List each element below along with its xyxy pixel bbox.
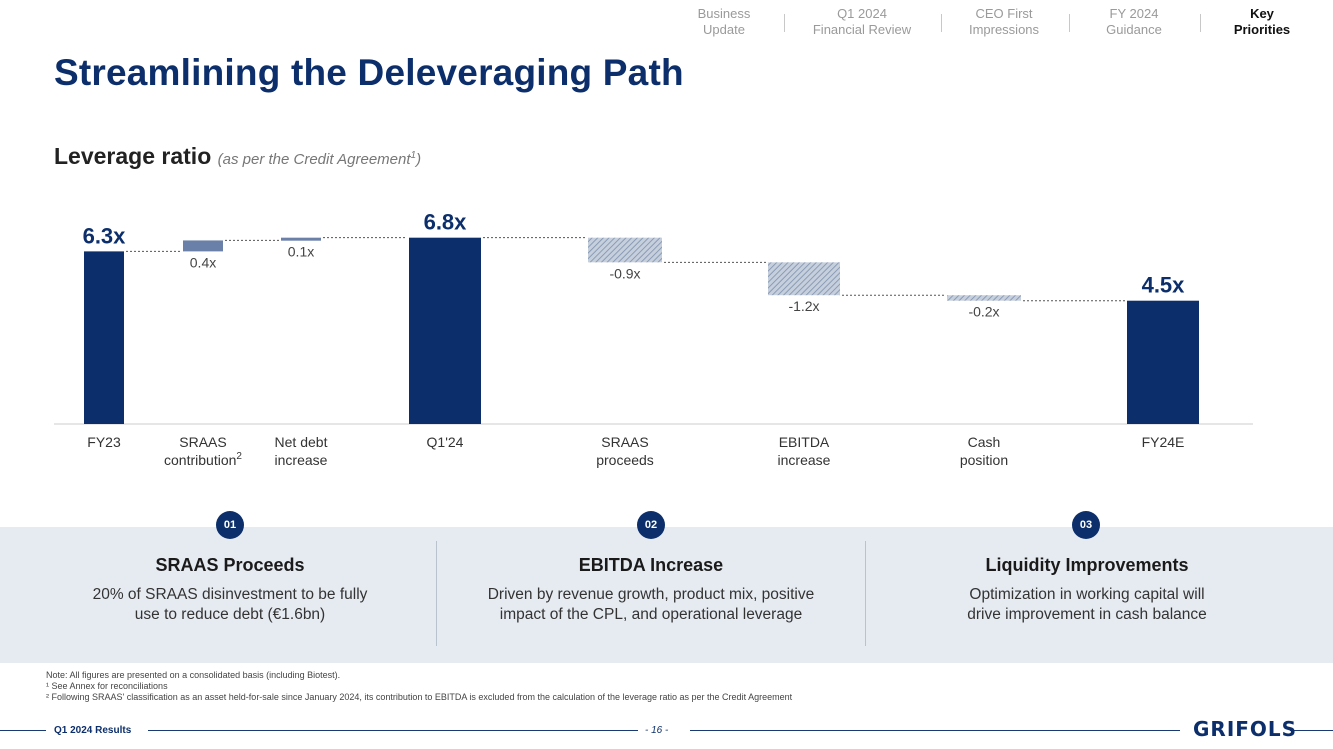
page-number: - 16 - xyxy=(645,725,669,736)
chart-title-note-close: ) xyxy=(416,151,422,168)
bar-ebitda xyxy=(768,262,840,296)
x-tick-label: increase xyxy=(778,452,831,468)
priority-text-line: Driven by revenue growth, product mix, p… xyxy=(487,586,815,603)
footnote-ref: 1 xyxy=(410,150,417,161)
x-tick-label: contribution2 xyxy=(164,451,242,468)
footnotes: Note: All figures are presented on a con… xyxy=(46,670,792,703)
footnote-line: ² Following SRAAS' classification as an … xyxy=(46,692,793,702)
x-tick-label: FY24E xyxy=(1142,434,1185,450)
data-label: 6.3x xyxy=(83,223,127,248)
priority-liquidity-improvements: Liquidity Improvements Optimization in w… xyxy=(887,555,1287,625)
nav-divider xyxy=(784,14,785,32)
priority-number-badge: 02 xyxy=(637,511,665,539)
data-label: 0.1x xyxy=(288,244,314,260)
x-tick-label: EBITDA xyxy=(779,434,830,450)
data-label: -1.2x xyxy=(788,298,819,314)
x-tick-label: SRAAS xyxy=(601,434,648,450)
data-label: -0.9x xyxy=(609,265,640,281)
footer-rule xyxy=(1290,730,1333,731)
chart-title-main: Leverage ratio xyxy=(54,143,212,169)
data-label: 0.4x xyxy=(190,254,216,270)
nav-item-line: Update xyxy=(703,22,745,37)
priority-ebitda-increase: EBITDA Increase Driven by revenue growth… xyxy=(451,555,851,625)
column-divider xyxy=(436,541,437,646)
bar-cash xyxy=(947,295,1021,301)
nav-item-line: CEO First xyxy=(975,6,1033,21)
section-nav: Business Update Q1 2024 Financial Review… xyxy=(680,6,1320,42)
bar-fy23 xyxy=(84,251,124,424)
data-label: -0.2x xyxy=(968,304,999,320)
data-label: 6.8x xyxy=(424,210,468,235)
bar-sraas xyxy=(183,240,223,252)
priority-text-line: impact of the CPL, and operational lever… xyxy=(499,606,803,623)
chart-title-note: (as per the Credit Agreement1) xyxy=(217,150,422,168)
x-tick-label: Cash xyxy=(968,434,1001,450)
x-tick-label: Net debt xyxy=(275,434,328,450)
data-label: 4.5x xyxy=(1142,273,1186,298)
priority-number-badge: 03 xyxy=(1072,511,1100,539)
priorities-panel xyxy=(0,527,1333,663)
footer-report-name: Q1 2024 Results xyxy=(54,725,132,736)
bar-net-debt xyxy=(281,237,321,241)
nav-item-business-update[interactable]: Business Update xyxy=(664,6,784,38)
bar-fy24e xyxy=(1127,300,1199,424)
priority-sraas-proceeds: SRAAS Proceeds 20% of SRAAS disinvestmen… xyxy=(30,555,430,625)
nav-item-key-priorities[interactable]: Key Priorities xyxy=(1202,6,1322,38)
nav-item-line: Key xyxy=(1250,6,1274,21)
footnote-line: ¹ See Annex for reconciliations xyxy=(46,681,168,691)
chart-title-note-text: (as per the Credit Agreement xyxy=(217,151,411,168)
footer-rule xyxy=(0,730,46,731)
nav-divider xyxy=(941,14,942,32)
priority-number-badge: 01 xyxy=(216,511,244,539)
footer-rule xyxy=(690,730,1180,731)
x-tick-label: increase xyxy=(275,452,328,468)
priority-text-line: 20% of SRAAS disinvestment to be fully xyxy=(92,586,368,603)
nav-item-line: Priorities xyxy=(1233,22,1291,37)
priority-title: SRAAS Proceeds xyxy=(155,555,305,575)
chart-title: Leverage ratio (as per the Credit Agreem… xyxy=(54,143,421,170)
priority-text-line: Optimization in working capital will xyxy=(969,586,1205,603)
page-title: Streamlining the Deleveraging Path xyxy=(54,52,684,93)
nav-item-line: Business xyxy=(697,6,751,21)
nav-divider xyxy=(1200,14,1201,32)
x-tick-label: Q1'24 xyxy=(427,434,464,450)
footer-rule xyxy=(148,730,638,731)
x-tick-label: position xyxy=(960,452,1008,468)
priority-title: Liquidity Improvements xyxy=(985,555,1189,575)
priority-text-line: drive improvement in cash balance xyxy=(967,606,1207,623)
nav-item-line: Q1 2024 xyxy=(837,6,887,21)
grifols-logo: GRIFOLS xyxy=(1193,717,1298,741)
priority-title: EBITDA Increase xyxy=(578,555,724,575)
footnote-line: Note: All figures are presented on a con… xyxy=(46,670,341,680)
priority-text-line: use to reduce debt (€1.6bn) xyxy=(134,606,326,623)
nav-item-line: FY 2024 xyxy=(1109,6,1159,21)
nav-item-guidance[interactable]: FY 2024 Guidance xyxy=(1074,6,1194,38)
nav-item-line: Financial Review xyxy=(812,22,912,37)
column-divider xyxy=(865,541,866,646)
nav-item-line: Impressions xyxy=(968,22,1040,37)
nav-item-ceo-impressions[interactable]: CEO First Impressions xyxy=(944,6,1064,38)
nav-item-line: Guidance xyxy=(1106,22,1162,37)
nav-item-financial-review[interactable]: Q1 2024 Financial Review xyxy=(802,6,922,38)
x-tick-label: SRAAS xyxy=(179,434,226,450)
nav-divider xyxy=(1069,14,1070,32)
x-tick-label: proceeds xyxy=(596,452,654,468)
bar-q1-24 xyxy=(409,237,481,424)
bar-sraas xyxy=(588,237,662,263)
x-tick-label: FY23 xyxy=(87,434,121,450)
